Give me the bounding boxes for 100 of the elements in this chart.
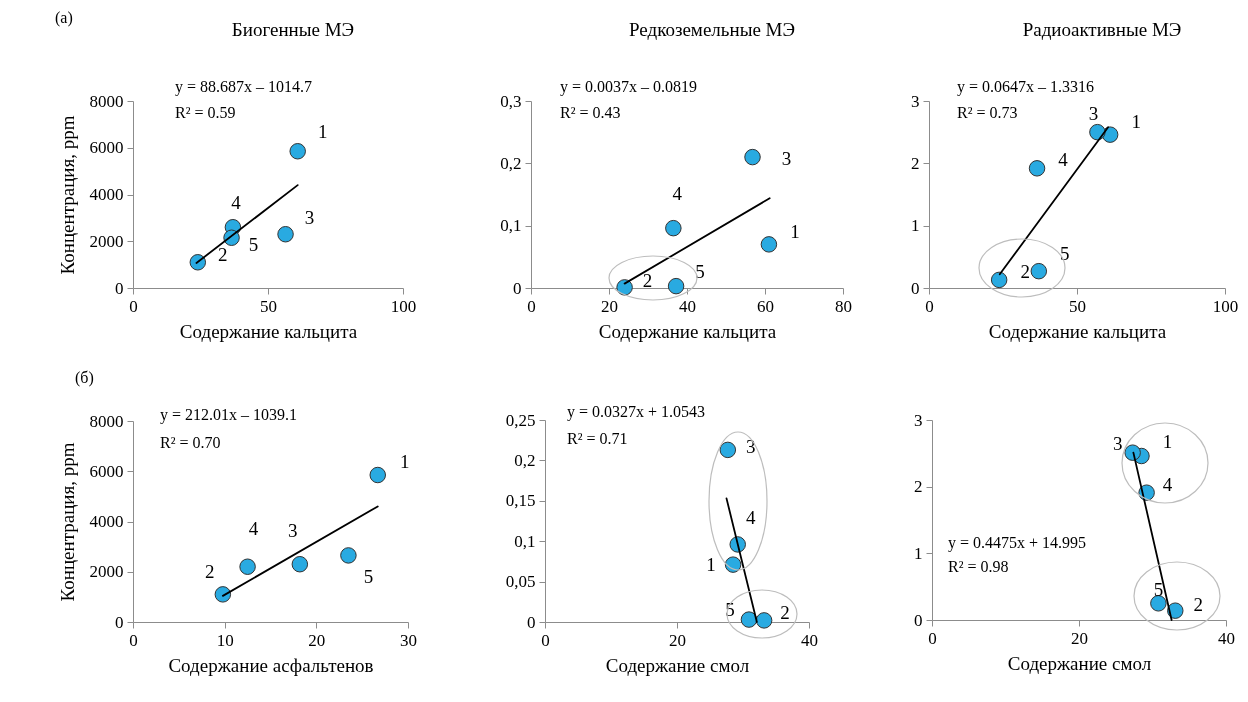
annotation: 1 <box>400 451 410 473</box>
y-tick-label: 0 <box>115 278 124 298</box>
y-tick-label: 6000 <box>89 138 124 158</box>
x-tick-label: 20 <box>601 296 618 316</box>
annotation: 3 <box>746 435 756 457</box>
x-axis-title: Содержание кальцита <box>598 320 777 342</box>
x-tick-label: 20 <box>669 630 686 650</box>
x-tick-label: 100 <box>1212 296 1239 316</box>
y-tick-label: 8000 <box>89 91 124 111</box>
annotation: 4 <box>1162 473 1173 495</box>
annotation: 2 <box>1020 260 1030 282</box>
annotation: 2 <box>205 561 215 583</box>
x-tick-label: 0 <box>541 630 550 650</box>
annotation: 3 <box>304 207 315 229</box>
annotation: 5 <box>695 261 705 283</box>
x-tick-label: 20 <box>308 630 326 650</box>
y-tick-label: 3 <box>911 91 920 111</box>
y-tick-label: 2 <box>911 153 920 173</box>
y-tick-label: 0,3 <box>500 91 522 111</box>
annotation: R² = 0.73 <box>957 104 1018 121</box>
text: y = 0.0037x – 0.0819 <box>560 78 698 96</box>
y-tick-label: 4000 <box>89 512 124 531</box>
annotation: 4 <box>231 192 242 214</box>
y-tick-label: 8000 <box>89 411 124 431</box>
y-tick-label: 2 <box>914 477 923 497</box>
y-tick-label: 1 <box>914 543 923 563</box>
y-tick-label: 0 <box>527 612 536 632</box>
x-tick-label: 60 <box>757 296 774 316</box>
point <box>1150 595 1167 612</box>
text: y = 0.0647x – 1.3316 <box>957 78 1095 96</box>
y-tick-label: 3 <box>914 410 923 430</box>
point <box>214 586 232 603</box>
point <box>1089 123 1106 141</box>
text: (б) <box>75 369 94 387</box>
y-tick-label: 1 <box>911 216 920 236</box>
y-tick-label: 4000 <box>89 185 124 204</box>
y-tick-label: 0 <box>115 612 124 632</box>
annotation: 5 <box>363 566 374 588</box>
x-tick-label: 20 <box>1071 628 1088 648</box>
x-tick-label: 0 <box>129 630 138 650</box>
x-tick-label: 80 <box>835 296 852 316</box>
annotation: 5 <box>725 598 735 620</box>
annotation: 4 <box>248 517 259 539</box>
x-tick-label: 40 <box>801 630 818 650</box>
x-tick-label: 10 <box>216 630 234 650</box>
annotation: 4 <box>745 507 756 529</box>
x-tick-label: 50 <box>260 296 277 316</box>
x-tick-label: 0 <box>928 628 937 648</box>
y-tick-label: 0 <box>513 278 522 298</box>
text: y = 88.687x – 1014.7 <box>175 78 313 96</box>
annotation: R² = 0.59 <box>175 104 236 121</box>
annotation: 3 <box>1088 103 1099 125</box>
point <box>1124 444 1141 461</box>
annotation: y = 212.01x – 1039.1 <box>160 406 298 424</box>
x-tick-label: 40 <box>1218 628 1235 648</box>
y-tick-label: 0,1 <box>514 531 536 551</box>
annotation: 2 <box>1193 593 1204 615</box>
point <box>189 254 207 271</box>
annotation: 3 <box>781 148 792 170</box>
text: (a) <box>55 9 73 27</box>
y-tick-label: 0 <box>911 278 920 298</box>
y-tick-label: 0,2 <box>500 153 522 173</box>
annotation: 2 <box>642 270 653 292</box>
y-tick-label: 2000 <box>89 562 124 582</box>
x-axis-title: Содержание смол <box>605 654 750 676</box>
x-axis-title: Содержание кальцита <box>988 320 1167 342</box>
x-axis-title: Содержание асфальтенов <box>168 654 374 676</box>
chart-title: Радиоактивные МЭ <box>1022 19 1182 40</box>
annotation: 1 <box>317 121 328 143</box>
y-tick-label: 0 <box>914 610 923 630</box>
annotation: 4 <box>672 183 683 205</box>
annotation: 4 <box>1058 149 1069 171</box>
point <box>291 555 309 573</box>
annotation: 5 <box>248 233 259 255</box>
annotation: 5 <box>1060 243 1070 265</box>
annotation: 3 <box>288 520 298 542</box>
annotation: 2 <box>780 602 790 624</box>
point <box>1030 262 1048 280</box>
annotation: 5 <box>1153 579 1164 601</box>
point <box>239 558 256 575</box>
x-axis-title: Содержание кальцита <box>179 320 358 342</box>
annotation: R² = 0.98 <box>948 558 1009 575</box>
y-tick-label: 0,25 <box>505 410 536 430</box>
annotation: R² = 0.71 <box>567 430 628 447</box>
y-tick-label: 0,05 <box>505 572 536 592</box>
point <box>277 226 294 243</box>
point <box>744 148 761 166</box>
annotation: R² = 0.70 <box>160 434 221 451</box>
x-axis-title: Содержание смол <box>1007 652 1152 674</box>
point <box>340 547 357 564</box>
point <box>760 236 778 253</box>
point <box>369 466 386 484</box>
annotation: 1 <box>790 221 800 243</box>
y-axis-title: Концентрация, ppm <box>56 442 78 602</box>
y-tick-label: 0,1 <box>500 216 522 236</box>
point <box>289 143 306 160</box>
y-tick-label: 6000 <box>89 461 124 481</box>
annotation: 1 <box>1131 110 1141 132</box>
chart-title: Редкоземельные МЭ <box>628 19 796 40</box>
annotation: 3 <box>1112 432 1123 454</box>
